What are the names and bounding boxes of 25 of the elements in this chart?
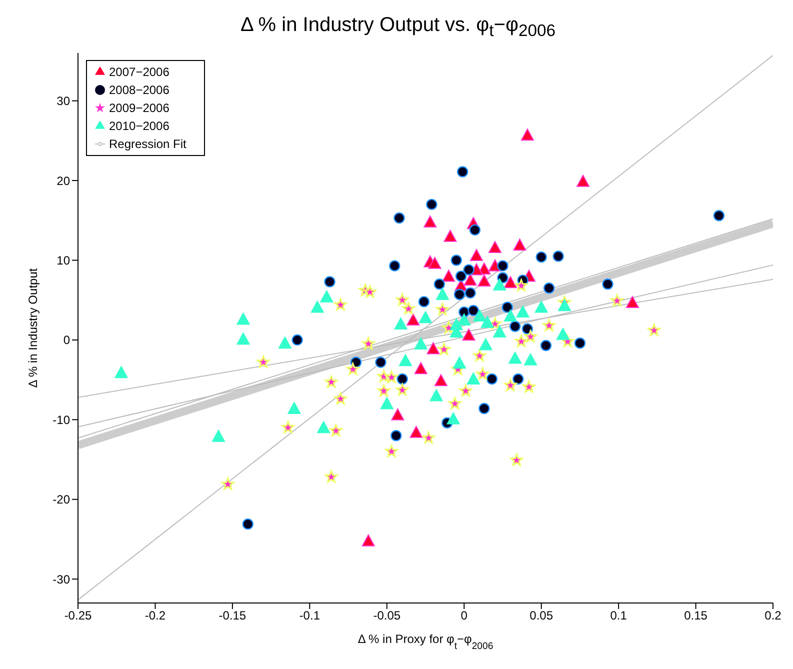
legend-label: 2009−2006 [109,101,170,115]
x-tick-label: -0.05 [373,608,401,623]
legend-label: Regression Fit [109,137,186,151]
legend-label: 2007−2006 [109,65,170,79]
y-axis-title: Δ % in Industry Output [26,268,40,388]
x-tick-label: 0.2 [764,608,782,623]
y-tick-label: 20 [56,174,70,188]
x-tick-label: 0 [460,608,468,623]
chart-title: Δ % in Industry Output vs. φ$_{t}$−φ$_{2006}$ [239,13,556,42]
y-tick-label: -30 [52,572,70,586]
y-tick-label: 10 [56,254,70,268]
x-tick-label: 0.05 [530,608,554,623]
x-tick-label: 0.1 [610,608,628,623]
x-tick-label: -0.1 [299,608,320,623]
y-tick-label: -10 [52,412,70,427]
x-tick-label: 0.15 [684,608,708,623]
x-axis-title: Δ % in Proxy for φ$_{t}$−φ$_{2006}$ [358,632,494,652]
legend-label: 2010−2006 [109,119,170,133]
y-tick-label: -20 [52,492,70,507]
legend-label: 2008−2006 [109,83,170,97]
y-tick-label: 0 [63,333,70,348]
x-tick-label: -0.15 [218,608,246,623]
y-tick-label: 30 [56,94,70,108]
x-tick-label: -0.25 [64,608,92,623]
x-tick-label: -0.2 [144,608,166,623]
